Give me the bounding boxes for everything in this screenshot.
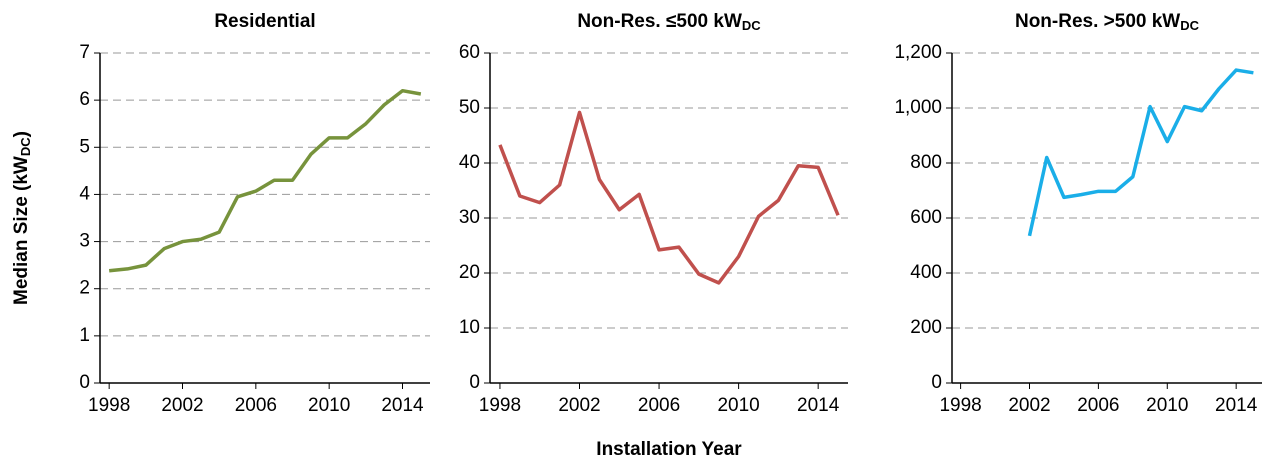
x-tick-label: 1998: [479, 395, 521, 416]
y-tick-label: 4: [79, 183, 90, 204]
x-tick-label: 2002: [558, 395, 600, 416]
chart-title: Non-Res. ≤500 kWDC: [577, 11, 761, 33]
y-tick-label: 1,000: [894, 97, 942, 118]
y-tick-label: 400: [910, 262, 942, 283]
x-tick-label: 2010: [1146, 395, 1188, 416]
x-tick-label: 2006: [638, 395, 680, 416]
series-line: [1027, 68, 1254, 237]
y-tick-label: 6: [79, 89, 90, 110]
y-axis-title-part: ): [11, 131, 32, 137]
chart-title-text: Residential: [214, 11, 315, 32]
chart-title-subscript: DC: [742, 18, 761, 33]
x-tick-label: 2006: [1077, 395, 1119, 416]
y-tick-label: 0: [931, 372, 942, 393]
y-tick-label: 1: [79, 325, 90, 346]
chart-title-text: Non-Res. >500 kW: [1015, 11, 1180, 32]
y-tick-label: 7: [79, 42, 90, 63]
series-line: [498, 110, 840, 285]
y-tick-label: 3: [79, 231, 90, 252]
y-axis-title: Median Size (kWDC): [11, 131, 33, 305]
x-tick-label: 1998: [939, 395, 981, 416]
x-tick-label: 2014: [797, 395, 840, 416]
x-tick-label: 1998: [88, 395, 130, 416]
chart-title-text: Non-Res. ≤500 kW: [577, 11, 742, 32]
y-tick-label: 200: [910, 317, 942, 338]
y-tick-label: 0: [469, 372, 480, 393]
y-axis-title-part: DC: [18, 137, 33, 156]
chart-title-subscript: DC: [1180, 18, 1199, 33]
y-tick-label: 40: [459, 152, 480, 173]
y-tick-label: 1,200: [894, 42, 942, 63]
chart-title: Residential: [214, 11, 315, 32]
y-tick-label: 50: [459, 97, 480, 118]
x-tick-label: 2014: [1215, 395, 1258, 416]
y-tick-label: 800: [910, 152, 942, 173]
y-tick-label: 0: [79, 372, 90, 393]
x-tick-label: 2014: [381, 395, 424, 416]
y-tick-label: 600: [910, 207, 942, 228]
y-tick-label: 2: [79, 278, 90, 299]
x-axis-title: Installation Year: [596, 439, 742, 460]
x-tick-label: 2010: [717, 395, 759, 416]
x-tick-label: 2002: [1008, 395, 1050, 416]
y-tick-label: 60: [459, 42, 480, 63]
x-tick-label: 2010: [308, 395, 350, 416]
series-line: [108, 88, 422, 273]
y-tick-label: 5: [79, 136, 90, 157]
x-tick-label: 2006: [235, 395, 277, 416]
x-tick-label: 2002: [161, 395, 203, 416]
y-tick-label: 30: [459, 207, 480, 228]
chart-title: Non-Res. >500 kWDC: [1015, 11, 1200, 33]
y-tick-label: 20: [459, 262, 480, 283]
y-axis-title-part: Median Size (kW: [11, 156, 32, 305]
y-tick-label: 10: [459, 317, 480, 338]
